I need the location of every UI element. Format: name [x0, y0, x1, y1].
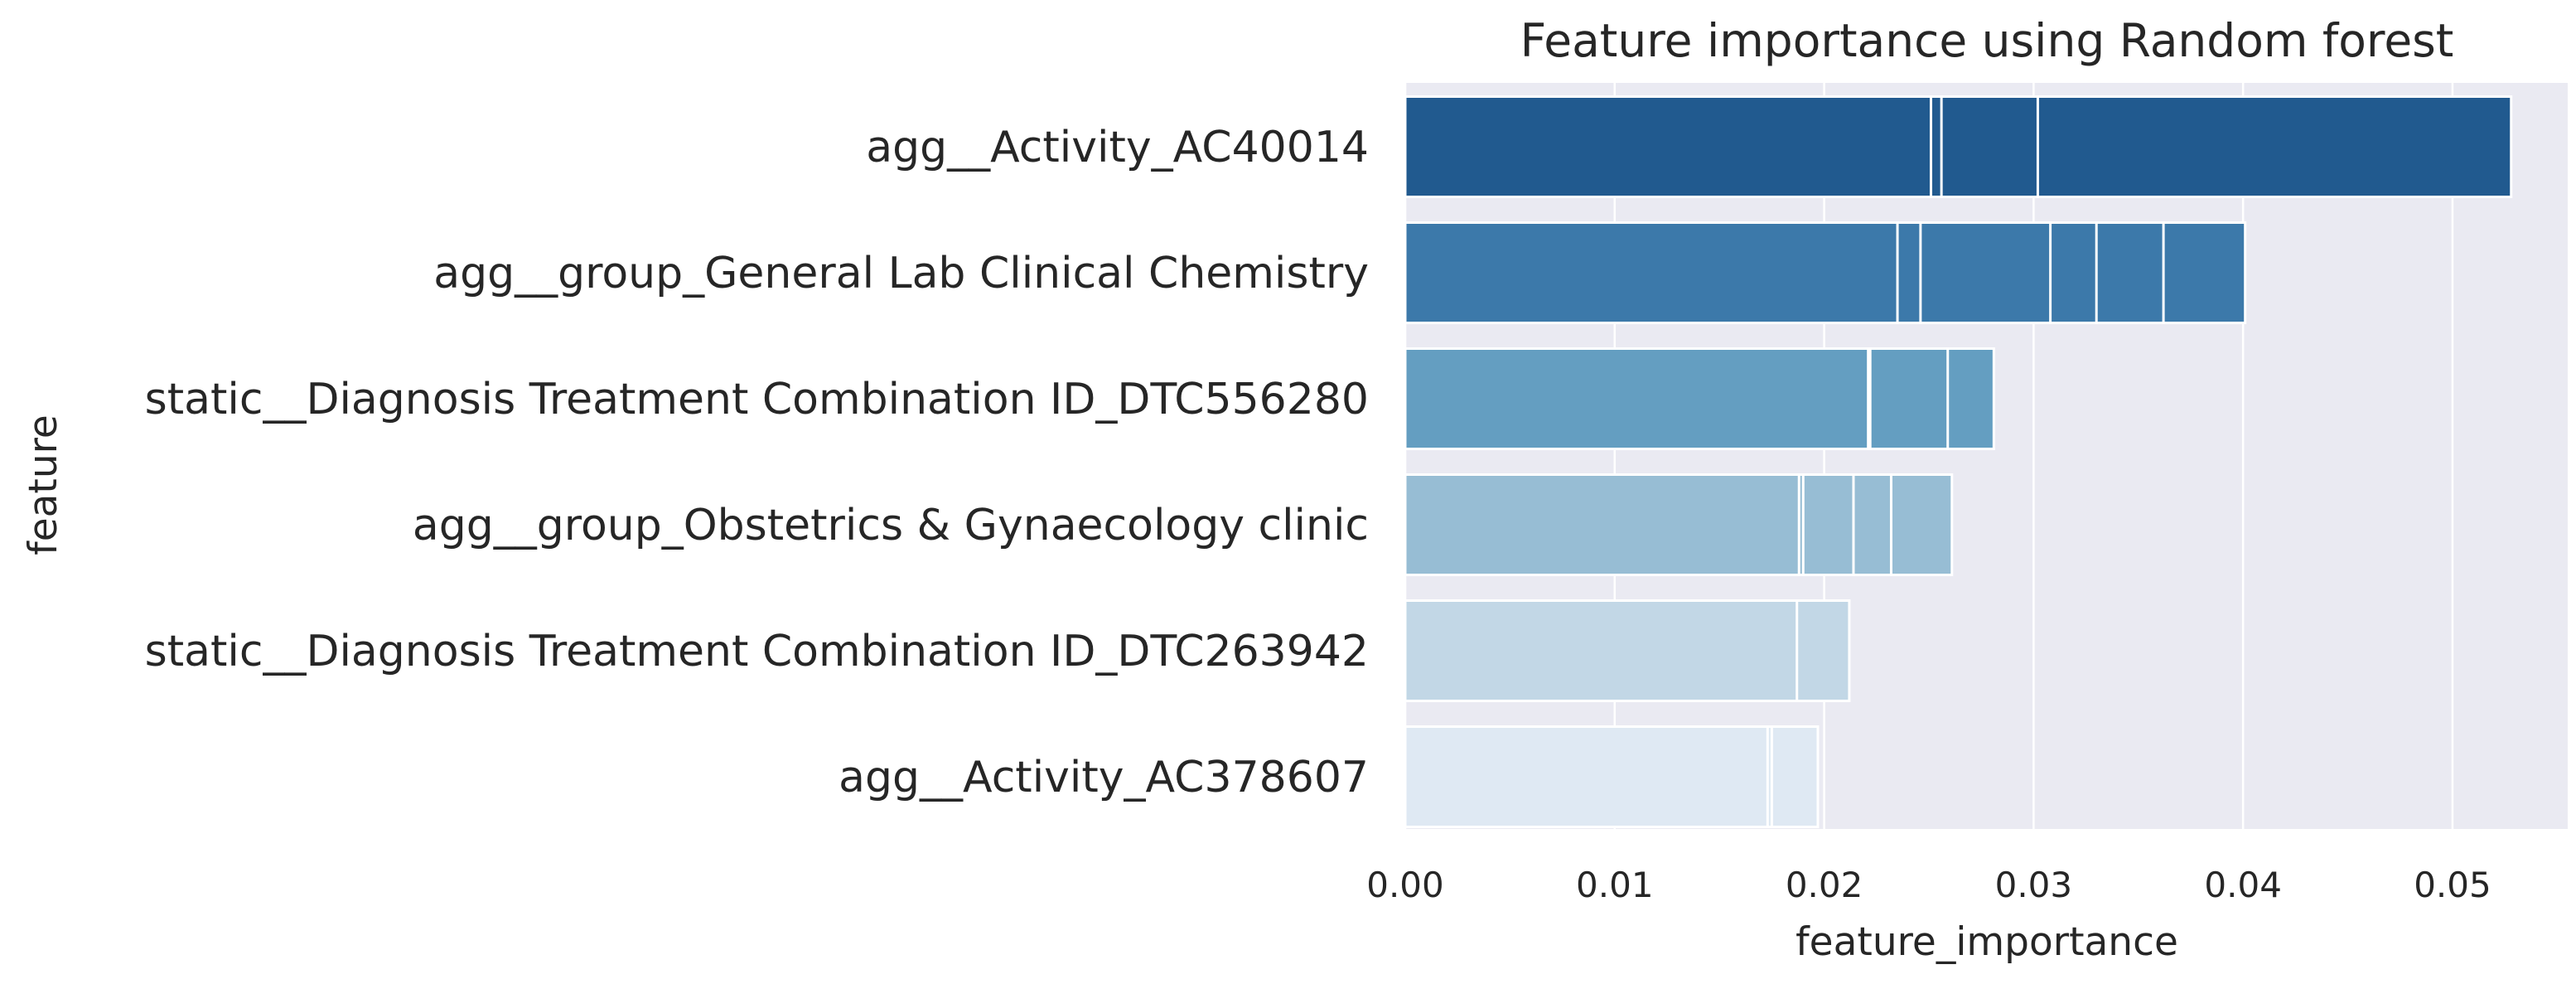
y-tick-labels: agg__Activity_AC40014 agg__group_General … [145, 123, 1369, 802]
bar-overlay [1404, 221, 1899, 324]
bar-overlay [1404, 725, 1769, 828]
bars [1404, 95, 2513, 828]
x-tick-label: 0.00 [1366, 865, 1444, 905]
bar-overlay [1404, 473, 1800, 576]
x-tick-label: 0.02 [1786, 865, 1863, 905]
y-tick-label: agg__Activity_AC378607 [839, 753, 1369, 802]
grid-lines [1404, 83, 2454, 829]
x-tick-label: 0.04 [2204, 865, 2282, 905]
y-axis-label: feature [21, 414, 66, 555]
bar-overlay [1404, 347, 1870, 450]
chart-title: Feature importance using Random forest [1520, 14, 2454, 67]
y-tick-label: agg__Activity_AC40014 [866, 123, 1369, 172]
x-axis-label: feature_importance [1795, 919, 2178, 965]
y-tick-label: static__Diagnosis Treatment Combination … [145, 375, 1369, 424]
y-tick-label: agg__group_General Lab Clinical Chemistr… [433, 249, 1369, 298]
bar-overlay [1404, 599, 1799, 702]
y-tick-label: agg__group_Obstetrics & Gynaecology clin… [413, 501, 1369, 550]
x-tick-labels: 0.00 0.01 0.02 0.03 0.04 0.05 [1366, 865, 2491, 905]
x-tick-label: 0.01 [1576, 865, 1654, 905]
bar-overlay [1404, 95, 1933, 198]
y-tick-label: static__Diagnosis Treatment Combination … [145, 627, 1369, 676]
x-tick-label: 0.05 [2414, 865, 2491, 905]
plot-area [1405, 83, 2568, 829]
x-tick-label: 0.03 [1995, 865, 2073, 905]
